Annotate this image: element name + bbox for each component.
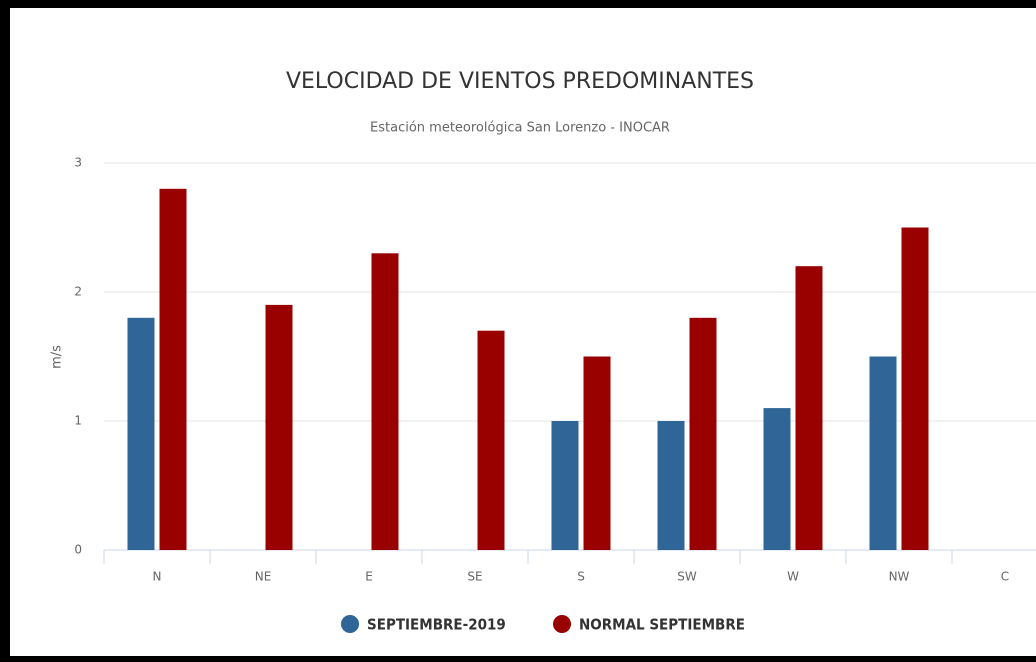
legend-label: NORMAL SEPTIEMBRE [579, 616, 745, 634]
legend-swatch [341, 615, 359, 633]
y-tick-label: 3 [74, 156, 82, 170]
bar [477, 330, 505, 550]
x-tick-label: SE [467, 570, 482, 584]
chart-subtitle: Estación meteorológica San Lorenzo - INO… [370, 121, 670, 136]
x-tick-label: NW [889, 570, 910, 584]
y-tick-label: 2 [74, 285, 82, 299]
legend-label: SEPTIEMBRE-2019 [367, 616, 506, 634]
chart: VELOCIDAD DE VIENTOS PREDOMINANTES Estac… [50, 69, 1036, 634]
x-tick-label: NE [255, 570, 272, 584]
bar [371, 253, 399, 551]
bar [127, 317, 155, 550]
x-tick-label: S [577, 570, 585, 584]
y-tick-label: 1 [74, 414, 82, 428]
x-tick-label: W [787, 570, 799, 584]
bar [869, 356, 897, 550]
x-tick-label: N [153, 570, 162, 584]
bar [901, 227, 929, 550]
bar [689, 317, 717, 550]
bar [795, 266, 823, 550]
y-tick-label: 0 [74, 543, 82, 557]
x-tick-label: E [365, 570, 373, 584]
bar [265, 304, 293, 550]
x-tick-label: C [1001, 570, 1009, 584]
chart-title: VELOCIDAD DE VIENTOS PREDOMINANTES [286, 69, 754, 94]
bar [583, 356, 611, 550]
y-axis-label: m/s [50, 345, 65, 369]
bar [657, 421, 685, 550]
bar [551, 421, 579, 550]
x-tick-label: SW [677, 570, 697, 584]
chart-frame: VELOCIDAD DE VIENTOS PREDOMINANTES Estac… [10, 8, 1036, 656]
bar [159, 188, 187, 551]
legend-swatch [553, 615, 571, 633]
bar [763, 408, 791, 550]
